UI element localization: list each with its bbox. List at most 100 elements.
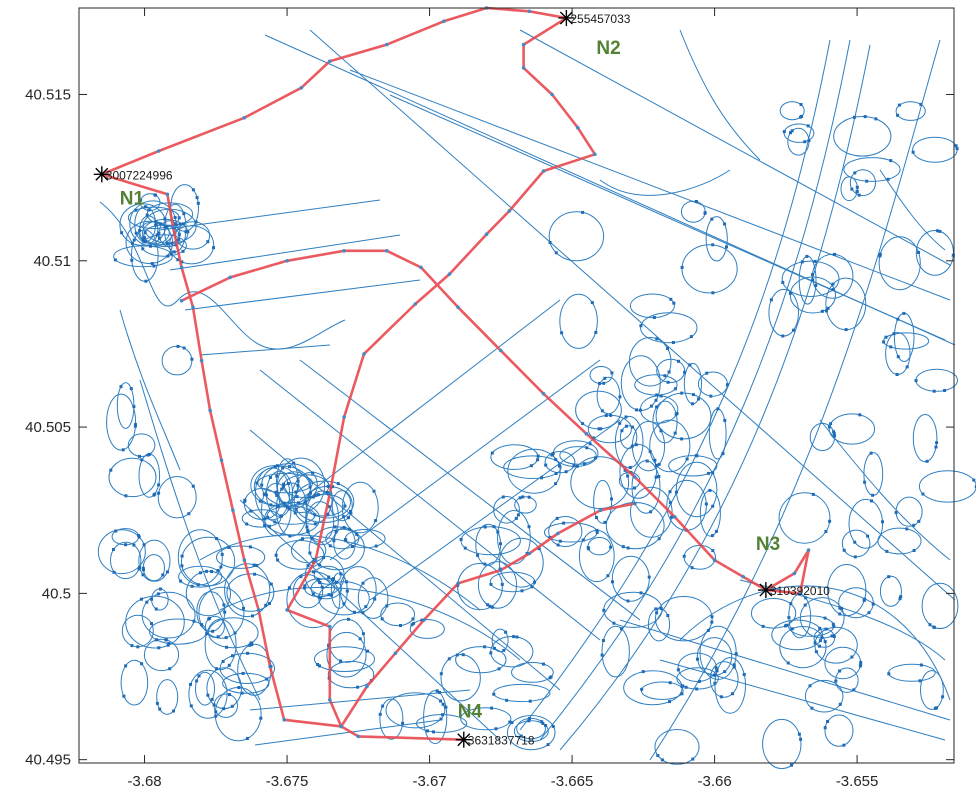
- network-vertex: [871, 602, 875, 606]
- network-vertex: [855, 189, 859, 193]
- network-vertex: [711, 471, 715, 475]
- network-vertex: [710, 217, 714, 221]
- network-vertex: [490, 605, 494, 609]
- network-vertex: [638, 408, 642, 412]
- network-vertex: [955, 147, 959, 151]
- network-vertex: [706, 629, 710, 632]
- network-vertex: [381, 704, 385, 708]
- network-vertex: [527, 719, 531, 723]
- network-vertex: [818, 639, 822, 643]
- network-vertex: [146, 453, 150, 457]
- network-vertex: [208, 616, 212, 620]
- network-vertex: [153, 492, 157, 496]
- network-vertex: [829, 422, 833, 426]
- network-vertex: [196, 201, 200, 205]
- network-vertex: [129, 387, 133, 391]
- network-vertex: [508, 720, 512, 724]
- network-vertex: [818, 626, 822, 630]
- network-vertex: [353, 610, 356, 614]
- street-loop: [589, 366, 613, 384]
- network-vertex: [808, 684, 812, 688]
- network-vertex: [832, 624, 836, 628]
- network-vertex: [245, 522, 249, 526]
- network-vertex: [189, 682, 192, 686]
- network-vertex: [852, 115, 856, 119]
- network-vertex: [723, 418, 727, 422]
- network-vertex: [666, 614, 670, 617]
- network-vertex: [659, 394, 663, 398]
- network-vertex: [143, 236, 146, 240]
- network-vertex: [241, 671, 245, 675]
- network-vertex: [936, 229, 939, 233]
- street-loop: [222, 672, 270, 694]
- network-vertex: [275, 464, 279, 468]
- network-vertex: [196, 583, 200, 587]
- network-vertex: [723, 222, 727, 226]
- network-vertex: [713, 673, 716, 677]
- network-vertex: [674, 490, 678, 494]
- street-loop: [640, 312, 698, 344]
- network-vertex: [293, 511, 297, 515]
- network-vertex: [358, 637, 362, 641]
- network-vertex: [114, 529, 118, 533]
- network-vertex: [216, 635, 220, 639]
- network-vertex: [528, 699, 532, 703]
- route-vertex: [256, 608, 261, 612]
- network-vertex: [882, 340, 886, 344]
- route-vertex: [365, 684, 369, 689]
- network-vertex: [492, 692, 496, 696]
- network-vertex: [351, 545, 354, 548]
- network-vertex: [870, 499, 873, 503]
- network-vertex: [308, 495, 312, 499]
- network-vertex: [602, 381, 606, 385]
- network-vertex: [551, 724, 555, 728]
- network-vertex: [892, 332, 896, 336]
- street-loop: [493, 496, 520, 524]
- route-vertex: [171, 225, 175, 230]
- network-vertex: [818, 644, 821, 648]
- network-vertex: [544, 724, 548, 727]
- network-vertex: [536, 454, 540, 458]
- network-vertex: [158, 587, 162, 591]
- street-loop: [771, 619, 823, 651]
- street-loop: [224, 563, 271, 618]
- route-vertex: [792, 571, 797, 576]
- network-vertex: [260, 483, 264, 487]
- network-vertex: [331, 485, 335, 489]
- network-vertex: [132, 405, 136, 409]
- network-vertex: [628, 466, 632, 469]
- node-marker: [93, 166, 110, 183]
- route-vertex: [413, 302, 418, 306]
- network-vertex: [519, 734, 523, 738]
- street-loop: [630, 486, 673, 538]
- network-vertex: [142, 568, 145, 572]
- network-vertex: [274, 490, 278, 494]
- network-vertex: [334, 581, 338, 584]
- network-vertex: [895, 373, 899, 376]
- network-vertex: [633, 486, 636, 490]
- network-vertex: [694, 200, 698, 203]
- street-edge: [119, 309, 181, 471]
- network-vertex: [327, 505, 331, 509]
- network-vertex: [656, 754, 660, 757]
- network-vertex: [811, 492, 815, 496]
- network-vertex: [659, 607, 663, 610]
- network-vertex: [505, 698, 509, 702]
- network-vertex: [609, 545, 613, 549]
- network-vertex: [504, 630, 508, 634]
- network-vertex: [788, 291, 792, 295]
- network-vertex: [210, 570, 213, 573]
- street-loop: [811, 253, 854, 299]
- network-vertex: [800, 260, 804, 264]
- network-vertex: [813, 641, 817, 645]
- network-vertex: [276, 505, 280, 508]
- network-vertex: [655, 405, 659, 409]
- network-vertex: [799, 103, 803, 106]
- network-vertex: [624, 415, 628, 419]
- street-loop: [619, 425, 638, 450]
- network-vertex: [141, 573, 145, 577]
- network-vertex: [581, 422, 585, 426]
- network-vertex: [655, 463, 658, 467]
- network-vertex: [853, 555, 857, 559]
- network-vertex: [935, 441, 939, 445]
